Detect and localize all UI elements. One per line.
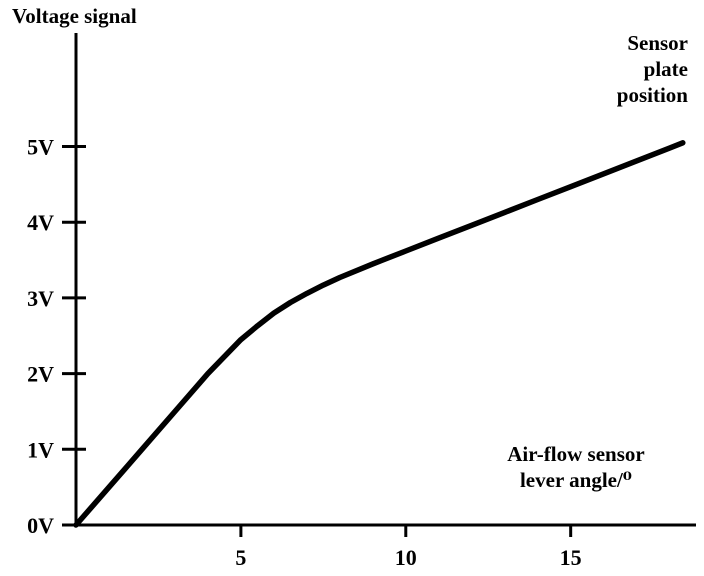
sensor-plate-position-label: Sensor plate position <box>616 31 688 107</box>
x-tick-label: 5 <box>235 545 246 570</box>
y-tick-label: 5V <box>27 135 54 160</box>
x-tick-label: 15 <box>560 545 582 570</box>
x-axis-title: Air-flow sensor lever angle/⁰ <box>507 442 645 492</box>
y-tick-label: 1V <box>27 437 54 462</box>
y-tick-label: 2V <box>27 362 54 387</box>
y-tick-label: 3V <box>27 286 54 311</box>
y-tick-label: 0V <box>27 513 54 538</box>
voltage-curve <box>73 140 686 528</box>
x-tick-label: 10 <box>395 545 417 570</box>
y-tick-label: 4V <box>27 210 54 235</box>
y-axis-title: Voltage signal <box>12 4 137 28</box>
